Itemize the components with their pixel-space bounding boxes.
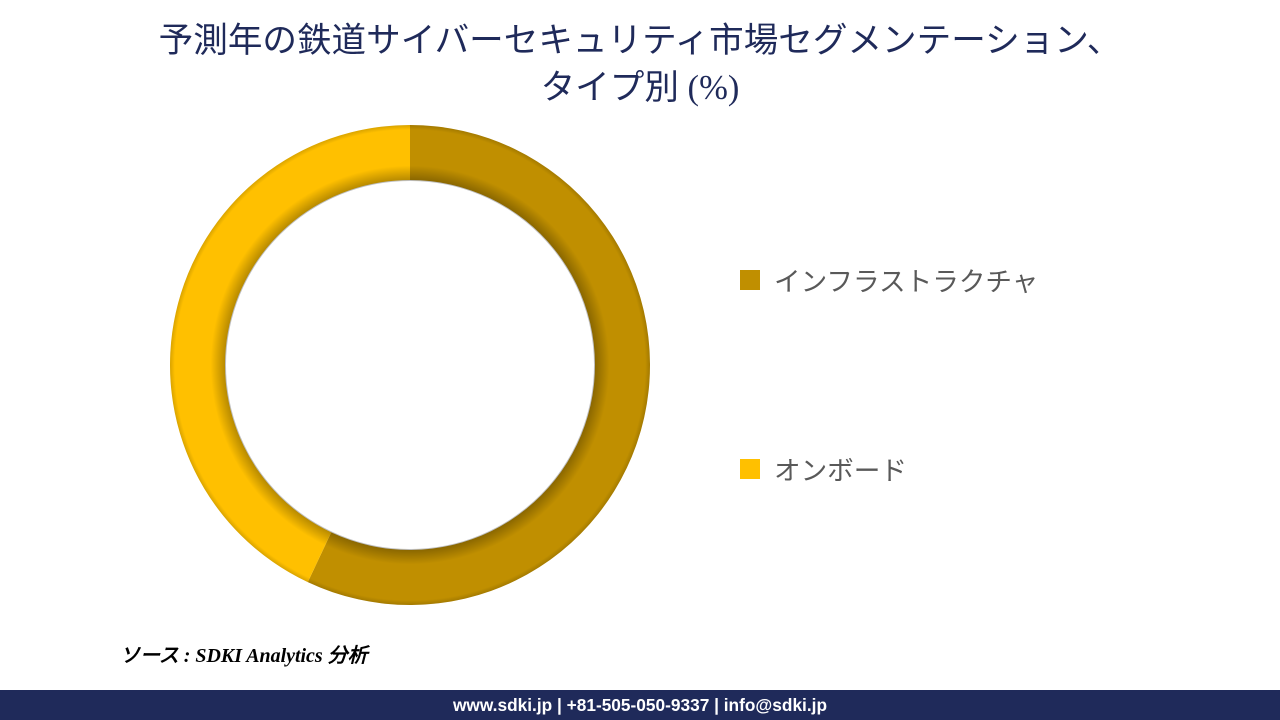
legend-item-infrastructure: インフラストラクチャ [740, 260, 1038, 299]
legend-label-infrastructure: インフラストラクチャ [774, 260, 1038, 299]
footer-text: www.sdki.jp | +81-505-050-9337 | info@sd… [453, 695, 827, 716]
chart-legend: インフラストラクチャ オンボード [740, 260, 1038, 488]
chart-title: 予測年の鉄道サイバーセキュリティ市場セグメンテーション、 タイプ別 (%) [0, 18, 1280, 111]
legend-label-onboard: オンボード [774, 449, 907, 488]
source-attribution: ソース : SDKI Analytics 分析 [120, 639, 368, 668]
footer-bar: www.sdki.jp | +81-505-050-9337 | info@sd… [0, 690, 1280, 720]
legend-swatch-onboard [740, 459, 760, 479]
donut-chart [170, 125, 650, 605]
chart-title-line1: 予測年の鉄道サイバーセキュリティ市場セグメンテーション、 [0, 18, 1280, 65]
legend-swatch-infrastructure [740, 270, 760, 290]
chart-title-line2: タイプ別 (%) [0, 65, 1280, 112]
page-root: 予測年の鉄道サイバーセキュリティ市場セグメンテーション、 タイプ別 (%) イン… [0, 0, 1280, 720]
legend-item-onboard: オンボード [740, 449, 1038, 488]
